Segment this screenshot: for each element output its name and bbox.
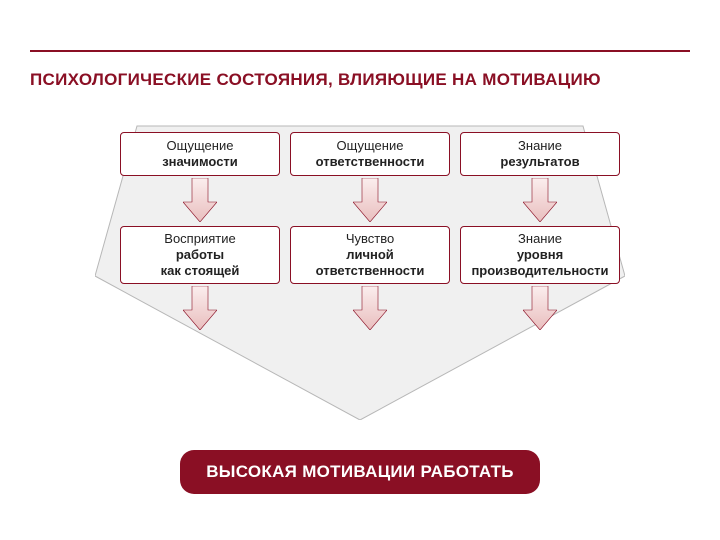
box-line: Знание (463, 138, 617, 154)
arrow-down-icon (353, 286, 387, 330)
box-responsibility: Ощущение ответственности (290, 132, 450, 176)
box-line: Ощущение (123, 138, 277, 154)
box-line: как стоящей (123, 263, 277, 279)
box-results: Знание результатов (460, 132, 620, 176)
box-line: результатов (463, 154, 617, 170)
box-significance: Ощущение значимости (120, 132, 280, 176)
box-line: работы (123, 247, 277, 263)
box-line: ответственности (293, 263, 447, 279)
result-pill: ВЫСОКАЯ МОТИВАЦИИ РАБОТАТЬ (180, 450, 540, 494)
slide: ПСИХОЛОГИЧЕСКИЕ СОСТОЯНИЯ, ВЛИЯЮЩИЕ НА М… (0, 0, 720, 540)
box-personal-resp: Чувство личной ответственности (290, 226, 450, 284)
result-label: ВЫСОКАЯ МОТИВАЦИИ РАБОТАТЬ (206, 462, 514, 482)
box-line: ответственности (293, 154, 447, 170)
box-line: Восприятие (123, 231, 277, 247)
box-line: производительности (463, 263, 617, 279)
box-line: Чувство (293, 231, 447, 247)
box-work-worth: Восприятие работы как стоящей (120, 226, 280, 284)
arrow-down-icon (523, 178, 557, 222)
box-line: уровня (463, 247, 617, 263)
box-line: Ощущение (293, 138, 447, 154)
arrow-down-icon (183, 178, 217, 222)
arrow-down-icon (353, 178, 387, 222)
box-line: значимости (123, 154, 277, 170)
box-productivity: Знание уровня производительности (460, 226, 620, 284)
box-line: личной (293, 247, 447, 263)
box-line: Знание (463, 231, 617, 247)
slide-title: ПСИХОЛОГИЧЕСКИЕ СОСТОЯНИЯ, ВЛИЯЮЩИЕ НА М… (30, 70, 690, 90)
header-divider (30, 50, 690, 52)
arrow-down-icon (523, 286, 557, 330)
arrow-down-icon (183, 286, 217, 330)
